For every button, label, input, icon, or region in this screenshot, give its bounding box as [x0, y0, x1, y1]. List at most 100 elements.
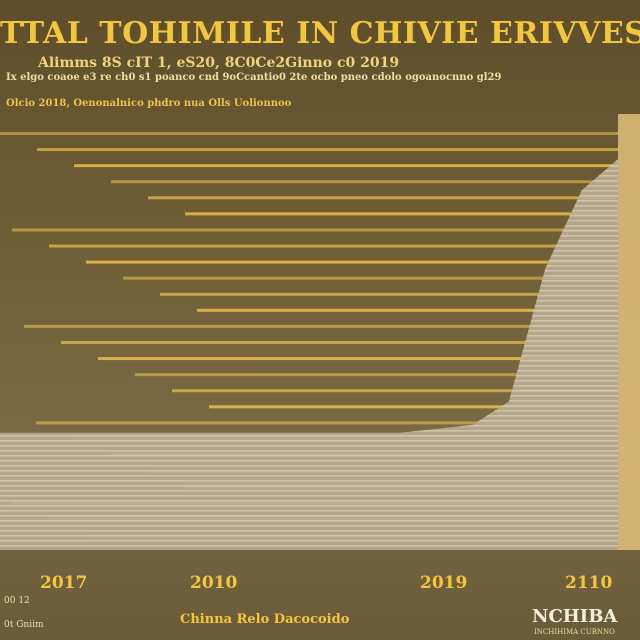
area-stripe [0, 300, 618, 302]
grid-band [24, 324, 618, 328]
area-stripe [0, 365, 618, 367]
grid-band [49, 244, 618, 248]
grid-band [98, 357, 618, 361]
grid-band [148, 196, 618, 200]
area-stripe [0, 425, 618, 427]
area-stripe [0, 530, 618, 532]
area-stripe [0, 465, 618, 467]
area-stripe [0, 485, 618, 487]
area-stripe [0, 200, 618, 202]
area-stripe [0, 470, 618, 472]
area-stripe [0, 220, 618, 222]
x-tick-label: 2110 [565, 573, 612, 590]
chart-plot: 2017 2010 2019 2110 [0, 114, 640, 590]
area-stripe [0, 160, 618, 162]
area-stripe [0, 225, 618, 227]
area-stripe [0, 170, 618, 172]
area-stripe [0, 185, 618, 187]
area-stripe [0, 205, 618, 207]
grid-band [74, 164, 618, 168]
area-stripe [0, 435, 618, 437]
x-tick-label: 2019 [420, 573, 467, 590]
area-stripe [0, 210, 618, 212]
area-stripe [0, 140, 640, 142]
grid-band [111, 180, 618, 184]
chart-caption-line: Ix elgo coaoe e3 re ch0 s1 poanco cnd 9o… [6, 72, 502, 83]
area-stripe [0, 385, 618, 387]
area-stripe [0, 135, 640, 137]
area-stripe [0, 480, 618, 482]
area-stripe [0, 420, 618, 422]
area-stripe [0, 305, 618, 307]
area-stripe [0, 395, 618, 397]
area-stripe [0, 545, 618, 547]
area-stripe [0, 370, 618, 372]
area-stripe [0, 280, 618, 282]
area-stripe [0, 400, 618, 402]
grid-band [36, 421, 618, 425]
area-stripe [0, 495, 618, 497]
grid-band [12, 228, 618, 232]
grid-band [61, 341, 618, 344]
chart-title: TTAL TOHIMILE IN CHIVIE ERIVVES CCHINNA [0, 16, 640, 51]
area-stripe [0, 255, 618, 257]
chart-subtitle: Alimms 8S cIT 1, eS20, 8C0Ce2Ginno c0 20… [38, 55, 400, 71]
area-stripe [0, 175, 618, 177]
brand-logo: NCHIBA [532, 606, 618, 627]
area-stripe [0, 475, 618, 477]
area-stripe [0, 535, 618, 537]
grid-band [160, 292, 618, 296]
area-stripe [0, 270, 618, 272]
x-tick-label: 2010 [190, 573, 237, 590]
area-stripe [0, 330, 618, 332]
area-stripe [0, 320, 618, 322]
area-stripe [0, 240, 618, 242]
area-stripe [0, 430, 618, 432]
x-tick-label: 2017 [40, 573, 87, 590]
grid-band [135, 373, 618, 377]
area-stripe [0, 455, 618, 457]
area-stripe [0, 415, 618, 417]
area-stripe [0, 290, 618, 292]
grid-band [172, 389, 618, 393]
area-stripe [0, 360, 618, 362]
area-stripe [0, 235, 618, 237]
x-axis-ticks: 2017 2010 2019 2110 [40, 573, 612, 590]
grid-band [86, 260, 618, 264]
area-stripe [0, 355, 618, 357]
area-stripe [0, 490, 618, 492]
area-stripe [0, 350, 618, 352]
area-stripe [0, 335, 618, 337]
area-stripe [0, 510, 618, 512]
grid-band [197, 308, 618, 312]
area-stripe [0, 380, 618, 382]
grid-band [185, 212, 618, 216]
area-stripe [0, 265, 618, 267]
area-stripe [0, 145, 640, 147]
chart-caption-line: Olcio 2018, Oenonalnico phdro nua Olls U… [6, 98, 292, 109]
area-stripe [0, 410, 618, 412]
area-stripe [0, 500, 618, 502]
grid-band [209, 405, 618, 409]
series-area [0, 159, 618, 550]
area-stripe [0, 445, 618, 447]
grid-band [37, 148, 618, 152]
area-stripe [0, 525, 618, 527]
area-stripe [0, 540, 618, 542]
grid-band [0, 132, 618, 135]
x-axis-label: Chinna Relo Dacocoido [180, 612, 350, 627]
area-stripe [0, 250, 618, 252]
area-stripe [0, 520, 618, 522]
area-stripe [0, 505, 618, 507]
area-stripe [0, 450, 618, 452]
area-stripe [0, 190, 618, 192]
peak-column [618, 114, 640, 550]
area-stripe [0, 460, 618, 462]
area-stripe [0, 130, 640, 132]
area-stripe [0, 440, 618, 442]
area-stripe [0, 275, 618, 277]
area-stripe [0, 125, 640, 127]
area-stripe [0, 315, 618, 317]
area-stripe [0, 345, 618, 347]
